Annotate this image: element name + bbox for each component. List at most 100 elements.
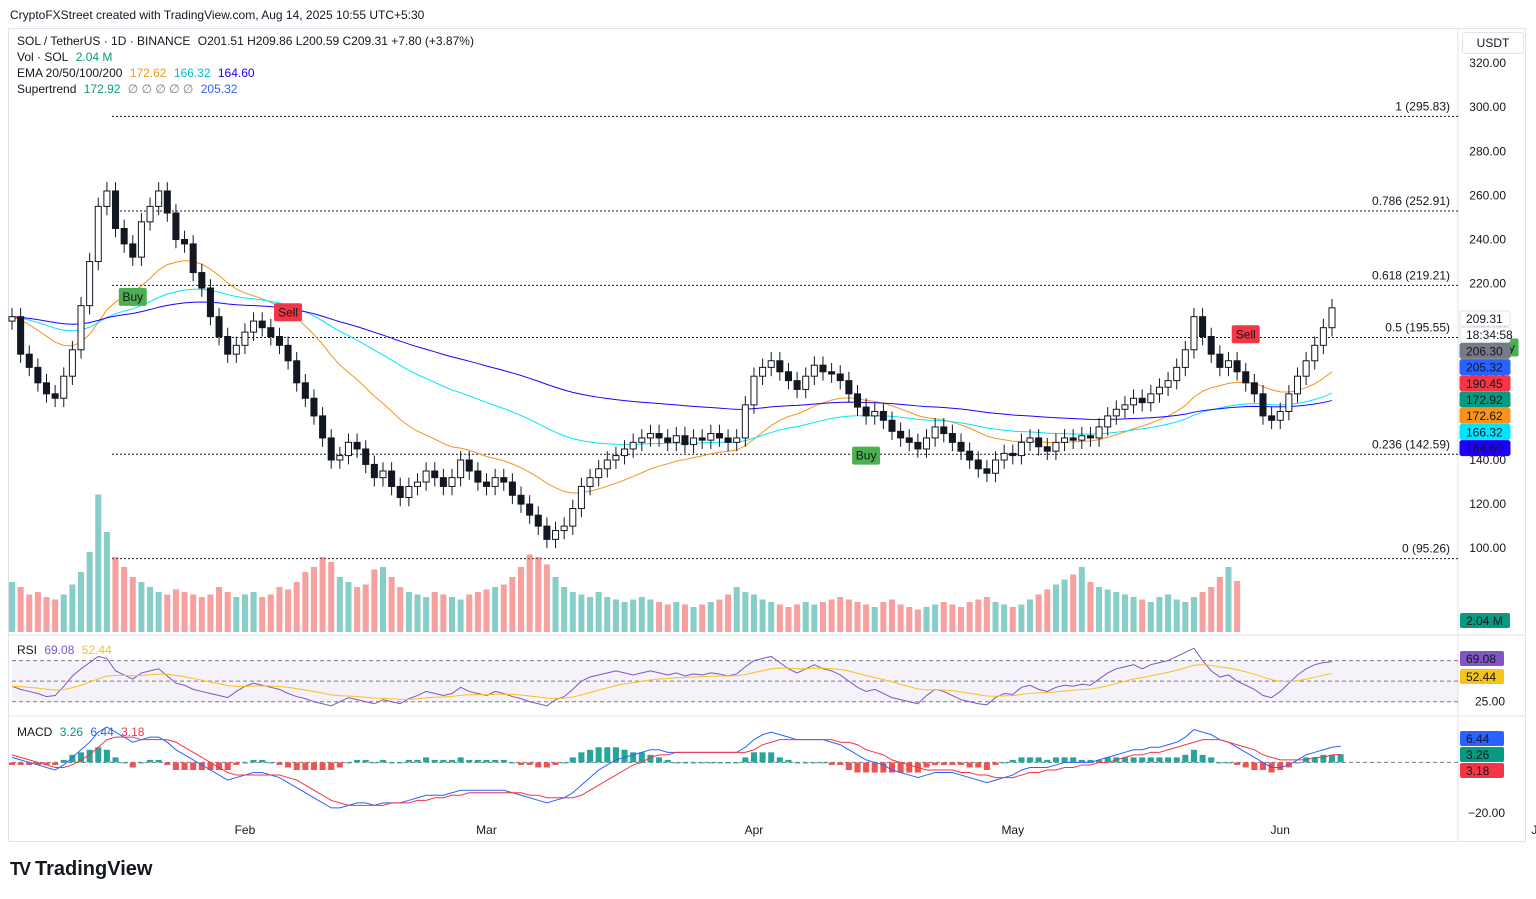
candle-body xyxy=(992,459,1000,474)
volume-bar xyxy=(518,567,525,632)
macd-hist-value: 3.26 xyxy=(59,725,84,739)
volume-bar xyxy=(1001,604,1008,632)
candle-body xyxy=(413,481,422,487)
macd-hist-bar xyxy=(958,762,965,765)
candle-body xyxy=(707,433,715,441)
price-tag-label: 206.30 xyxy=(1466,344,1503,358)
candle xyxy=(1224,351,1232,377)
candle-body xyxy=(1086,435,1094,439)
volume-bar xyxy=(500,584,507,632)
candle-body xyxy=(34,366,42,384)
rsi-value: 69.08 xyxy=(44,643,75,657)
candle-body xyxy=(672,435,680,443)
candle xyxy=(586,468,594,496)
macd-label: MACD xyxy=(17,725,53,739)
currency-button[interactable]: USDT xyxy=(1462,32,1524,54)
macd-axis-label: −20.00 xyxy=(1468,806,1505,820)
volume-bar xyxy=(1035,594,1042,632)
macd-hist-bar xyxy=(940,762,947,765)
macd-hist-bar xyxy=(302,762,309,770)
candle-body xyxy=(319,415,327,439)
macd-hist-bar xyxy=(8,762,16,765)
chart-attribution: CryptoFXStreet created with TradingView.… xyxy=(10,8,425,22)
signal-badge xyxy=(274,303,303,322)
volume-bar xyxy=(759,599,766,632)
supertrend-empty-values: ∅ ∅ ∅ ∅ ∅ xyxy=(127,82,194,96)
macd-hist-bar xyxy=(1121,757,1128,763)
volume-bar xyxy=(483,589,490,632)
volume-legend[interactable]: Vol · SOL 2.04 M xyxy=(17,50,116,64)
symbol-title[interactable]: SOL / TetherUS · 1D · BINANCE xyxy=(17,34,191,48)
macd-hist-bar xyxy=(630,752,637,763)
candle xyxy=(51,385,59,408)
price-tag xyxy=(1459,326,1511,343)
macd-hist-bar xyxy=(845,762,852,770)
candle-body xyxy=(776,360,784,373)
macd-legend[interactable]: MACD 3.26 6.44 3.18 xyxy=(17,725,148,739)
macd-hist-bar xyxy=(1242,762,1249,768)
macd-hist-bar xyxy=(1173,757,1180,763)
candle-body xyxy=(42,382,51,395)
macd-hist-bar xyxy=(26,762,33,765)
macd-hist-bar xyxy=(52,762,59,765)
candle-body xyxy=(474,470,482,483)
candle xyxy=(767,351,775,377)
macd-hist-bar xyxy=(1035,757,1042,763)
macd-hist-bar xyxy=(897,762,904,773)
candle-body xyxy=(379,470,387,479)
candle-body xyxy=(293,360,301,384)
macd-hist-bar xyxy=(112,757,119,763)
candle-body xyxy=(206,287,214,318)
candle-body xyxy=(974,459,982,470)
candle-body xyxy=(224,336,232,355)
rsi-legend[interactable]: RSI 69.08 52.44 xyxy=(17,643,116,657)
candle-body xyxy=(431,470,439,479)
volume-bar xyxy=(8,582,16,632)
candle xyxy=(155,182,163,216)
volume-bar xyxy=(647,599,654,632)
candle xyxy=(491,468,499,496)
candle xyxy=(336,446,344,469)
volume-bar xyxy=(587,597,594,632)
supertrend-legend[interactable]: Supertrend 172.92 ∅ ∅ ∅ ∅ ∅ 205.32 xyxy=(17,82,241,96)
candle-body xyxy=(552,530,560,540)
candle-body xyxy=(8,316,16,322)
x-tick-label: Jul xyxy=(1531,823,1536,837)
macd-hist-bar xyxy=(1216,762,1223,764)
macd-hist-bar xyxy=(768,752,775,763)
candle-body xyxy=(1293,375,1302,395)
ema-legend[interactable]: EMA 20/50/100/200 172.62 166.32 164.60 xyxy=(17,66,259,80)
candle xyxy=(802,367,810,399)
candle-body xyxy=(966,450,974,461)
candle xyxy=(828,362,836,383)
candle-body xyxy=(724,437,732,443)
candle-body xyxy=(86,261,94,307)
tradingview-logo[interactable]: TV TradingView xyxy=(10,858,152,881)
symbol-legend[interactable]: SOL / TetherUS · 1D · BINANCE O201.51 H2… xyxy=(17,34,478,48)
candle-body xyxy=(1259,393,1267,417)
macd-hist-bar xyxy=(1139,757,1146,763)
macd-hist-bar xyxy=(1156,757,1163,763)
sell-signal-label: Sell xyxy=(1236,327,1256,341)
volume-bar xyxy=(733,587,740,632)
candle-body xyxy=(1242,371,1250,384)
candle xyxy=(552,521,560,549)
price-tag xyxy=(1459,342,1511,359)
macd-hist-bar xyxy=(310,762,317,770)
volume-bar xyxy=(681,604,688,632)
candle xyxy=(1069,429,1077,449)
candle-body xyxy=(112,190,120,229)
volume-bar xyxy=(1061,579,1068,632)
candle xyxy=(396,477,404,507)
price-tag-label: 205.32 xyxy=(1466,361,1503,375)
volume-bar xyxy=(837,597,844,632)
candle-body xyxy=(517,494,525,505)
macd-hist-bar xyxy=(1130,757,1137,763)
candle-body xyxy=(1026,437,1034,443)
candle xyxy=(413,473,422,496)
volume-bar xyxy=(345,582,352,632)
volume-bar xyxy=(172,589,179,632)
candle-body xyxy=(17,316,25,355)
volume-bar xyxy=(1173,599,1180,632)
